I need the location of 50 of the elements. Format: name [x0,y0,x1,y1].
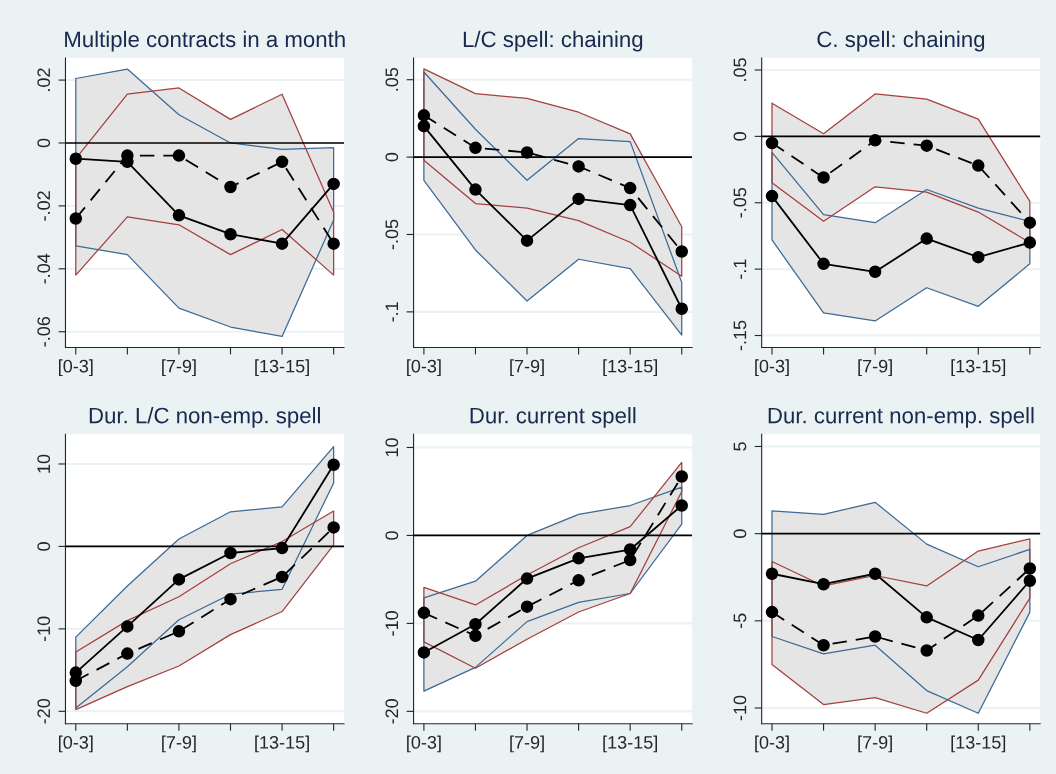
x-tick-label: [7-9] [510,735,544,753]
x-tick-label: [7-9] [162,359,196,377]
y-tick-label: 0 [37,542,51,551]
y-tick-label: 0 [37,138,51,148]
y-tick-label: -5 [733,613,747,629]
x-tick-label: [0-3] [407,735,441,753]
y-tick-label: -.04 [37,253,51,284]
chart-title: Multiple contracts in a month [65,30,345,52]
x-tick-label: [13-15] [255,735,309,753]
x-tick-label: [13-15] [951,359,1006,377]
y-tick-label: -.1 [733,259,747,279]
y-tick-label: 0 [733,529,747,538]
x-tick-label: [0-3] [755,735,789,753]
x-tick-label: [13-15] [603,735,657,753]
y-tick-label: 0 [733,132,747,141]
y-tick-label: -.02 [37,191,51,221]
y-tick-label: -10 [385,611,399,636]
y-tick-label: .05 [385,67,399,91]
y-tick-label: 10 [37,454,51,473]
x-tick-label: [0-3] [755,359,789,377]
y-tick-label: -10 [733,695,747,721]
y-tick-label: -.05 [385,219,399,250]
y-tick-label: -20 [37,698,51,724]
y-tick-label: -.1 [385,302,399,322]
chart-title: C. spell: chaining [817,30,985,52]
x-tick-label: [0-3] [407,359,441,377]
y-tick-label: .05 [733,58,747,81]
x-tick-label: [7-9] [858,735,892,753]
y-tick-label: 10 [385,438,399,457]
y-tick-label: 5 [733,442,747,451]
y-tick-label: -.15 [733,320,747,351]
chart-title: Dur. current non-emp. spell [768,407,1034,428]
x-tick-label: [0-3] [59,735,93,753]
x-tick-label: [13-15] [255,359,309,377]
y-tick-label: -.06 [37,316,51,347]
x-tick-label: [13-15] [603,359,657,377]
x-tick-label: [7-9] [858,359,892,377]
x-tick-label: [0-3] [59,359,93,377]
y-tick-label: 0 [385,152,399,162]
x-tick-label: [7-9] [510,359,544,377]
y-tick-label: -10 [37,616,51,642]
y-tick-label: -.05 [733,187,747,218]
y-tick-label: .02 [37,68,51,91]
y-tick-label: -20 [385,699,399,724]
x-tick-label: [13-15] [951,735,1006,753]
x-tick-label: [7-9] [162,735,196,753]
chart-title: Dur. current spell [470,407,636,428]
y-tick-label: 0 [385,531,399,540]
chart-title: L/C spell: chaining [463,30,643,52]
chart-title: Dur. L/C non-emp. spell [89,407,320,428]
